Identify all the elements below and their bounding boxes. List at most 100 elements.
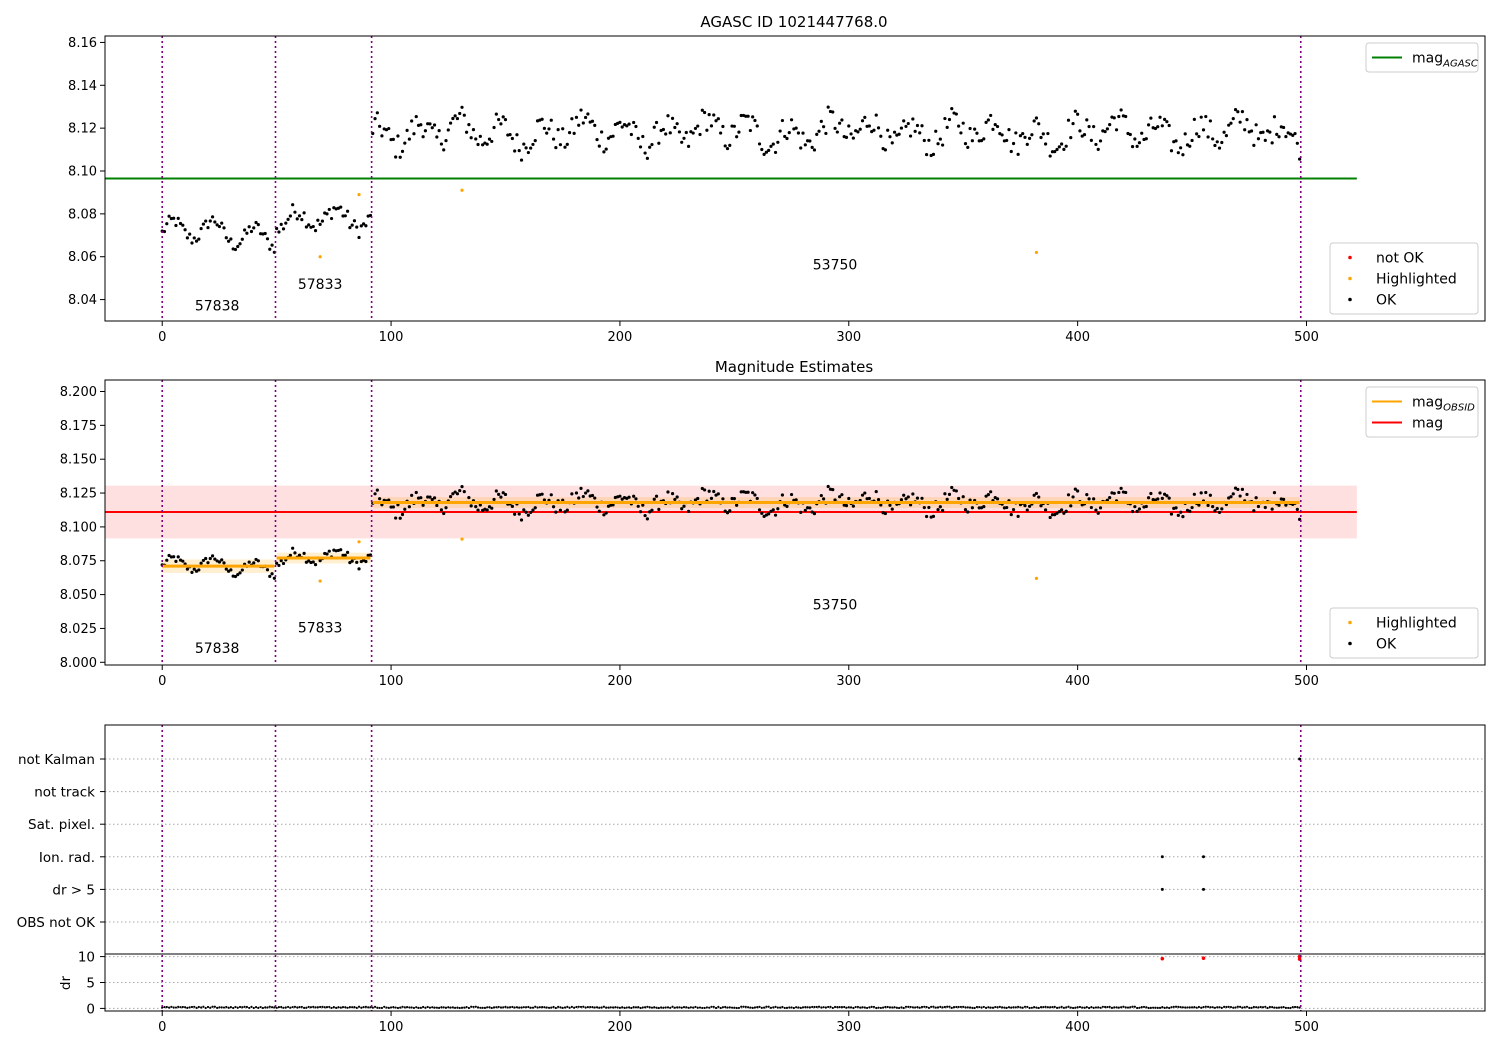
ok-point <box>467 495 471 500</box>
dr-point <box>657 1006 660 1010</box>
dr-point <box>495 1006 498 1009</box>
dr-point <box>641 1006 644 1009</box>
ok-point <box>455 492 460 496</box>
ok-point <box>1039 504 1043 508</box>
ok-point <box>947 492 952 496</box>
ok-point <box>920 496 924 500</box>
dr-point <box>513 1006 516 1009</box>
ok-point <box>1034 491 1039 496</box>
dr-point <box>941 1006 944 1009</box>
ok-point <box>904 124 908 129</box>
ok-point <box>1117 114 1121 119</box>
ok-point <box>954 489 958 493</box>
dr-point <box>1140 1006 1143 1009</box>
dr-point <box>1168 1006 1171 1010</box>
dr-point <box>312 1005 315 1008</box>
ok-point <box>428 122 432 126</box>
dr-point <box>259 1005 262 1009</box>
ok-point <box>1233 108 1238 112</box>
ok-point <box>421 135 425 139</box>
dr-point <box>811 1005 814 1009</box>
ok-point <box>380 134 384 138</box>
ok-point <box>492 125 496 130</box>
ok-point <box>732 124 736 128</box>
ok-point <box>680 507 684 511</box>
ok-point <box>348 561 352 565</box>
y-tick-label: 8.200 <box>60 385 97 400</box>
ok-point <box>764 150 768 154</box>
ok-point <box>270 243 274 247</box>
ok-point <box>389 505 393 509</box>
ok-point <box>936 508 940 512</box>
dr-point <box>1074 1006 1077 1009</box>
ok-point <box>1094 508 1098 512</box>
x-tick-label: 0 <box>158 674 166 689</box>
dr-point <box>499 1006 503 1009</box>
ok-point <box>984 494 988 498</box>
ok-point <box>1199 115 1203 119</box>
ok-point <box>1149 116 1153 120</box>
dr-point <box>678 1006 681 1009</box>
dr-point <box>634 1006 638 1009</box>
dr-point <box>1026 1005 1029 1009</box>
ok-point <box>1256 504 1261 509</box>
legend-label: OK <box>1376 293 1397 309</box>
dr-point <box>664 1006 667 1009</box>
dr-point <box>1296 1006 1299 1009</box>
ok-point <box>938 137 942 141</box>
ok-point <box>270 572 274 576</box>
ok-point <box>1188 509 1192 513</box>
ok-point <box>419 123 423 127</box>
dr-point <box>415 1006 418 1009</box>
ok-point <box>684 130 688 135</box>
ok-point <box>213 220 217 224</box>
ok-point <box>780 493 785 497</box>
ok-point <box>398 155 402 159</box>
dr-point <box>481 1006 484 1009</box>
ok-point <box>794 498 798 502</box>
dr-point <box>323 1006 326 1009</box>
ok-point <box>757 508 762 512</box>
legend: magAGASC <box>1365 42 1479 73</box>
dr-point <box>387 1006 390 1009</box>
ok-point <box>291 546 295 550</box>
ok-point <box>574 491 579 495</box>
ok-point <box>1108 496 1112 500</box>
dr-point <box>534 1005 537 1008</box>
ok-point <box>1009 513 1013 517</box>
ok-point <box>899 126 904 130</box>
ok-point <box>522 142 526 146</box>
dr-point <box>1136 1006 1139 1010</box>
dr-point <box>882 1006 885 1009</box>
dr-point <box>291 1005 294 1009</box>
ok-point <box>574 115 579 119</box>
dr-point <box>438 1006 441 1009</box>
ok-point <box>1037 495 1041 499</box>
dr-point <box>451 1006 454 1009</box>
ok-point <box>755 496 759 501</box>
ok-point <box>728 143 732 147</box>
ok-point <box>883 511 887 516</box>
highlighted-point <box>460 537 464 541</box>
ok-point <box>1050 513 1055 517</box>
ok-point <box>769 144 773 148</box>
dr-point <box>1060 1005 1063 1009</box>
ok-point <box>1066 118 1071 122</box>
dr-point <box>808 1006 811 1009</box>
dr-point <box>607 1006 610 1009</box>
ok-point <box>581 494 585 499</box>
ok-point <box>799 146 803 150</box>
ok-point <box>174 559 178 563</box>
ok-point <box>1060 508 1064 512</box>
flag-point <box>1160 887 1164 891</box>
ok-point <box>812 148 817 152</box>
dr-point <box>966 1006 969 1009</box>
ok-point <box>554 510 558 514</box>
legend: not OK Highlighted OK <box>1329 242 1479 315</box>
ok-point <box>1190 138 1194 143</box>
dr-point <box>213 1005 216 1008</box>
ok-point <box>201 558 206 563</box>
dr-point <box>389 1006 393 1009</box>
dr-point <box>222 1006 226 1009</box>
ok-point <box>476 508 480 512</box>
